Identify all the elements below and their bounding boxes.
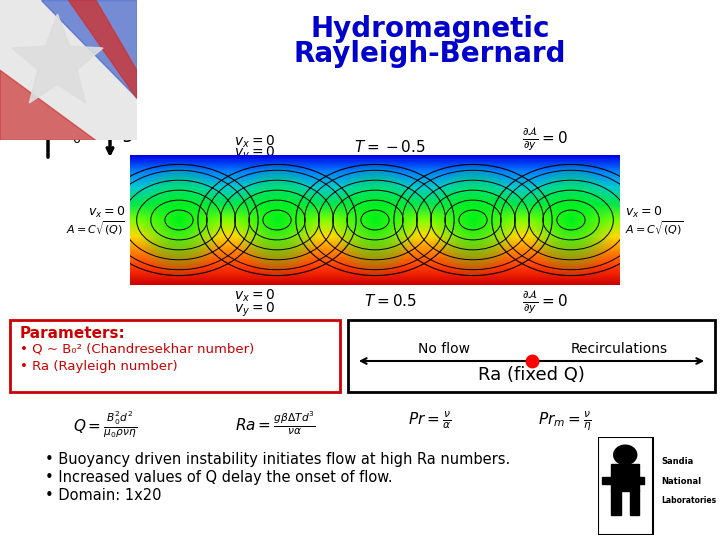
Bar [348, 320, 715, 392]
Text: $v_y = 0$: $v_y = 0$ [235, 145, 276, 163]
Text: $Q = \frac{B_0^2 d^2}{\mu_0 \rho \nu \eta}$: $Q = \frac{B_0^2 d^2}{\mu_0 \rho \nu \et… [73, 410, 137, 441]
Text: Recirculations: Recirculations [571, 342, 668, 356]
Polygon shape [12, 14, 103, 103]
Text: Sandia: Sandia [661, 457, 693, 466]
Circle shape [613, 445, 636, 464]
Text: $Pr = \frac{\nu}{\alpha}$: $Pr = \frac{\nu}{\alpha}$ [408, 410, 451, 431]
Bar [10, 320, 340, 392]
Bar [598, 437, 653, 535]
Text: $v_x = 0$: $v_x = 0$ [625, 205, 662, 220]
Text: $v_x = 0$: $v_x = 0$ [88, 205, 125, 220]
Text: $\frac{\partial \mathcal{A}}{\partial y} = 0$: $\frac{\partial \mathcal{A}}{\partial y}… [522, 290, 568, 316]
Text: $v_y = 0$: $v_y = 0$ [235, 301, 276, 319]
Text: $\frac{\partial \mathcal{A}}{\partial y} = 0$: $\frac{\partial \mathcal{A}}{\partial y}… [522, 126, 568, 153]
Bar [602, 477, 644, 484]
Text: $g$: $g$ [122, 125, 135, 145]
Bar [611, 490, 621, 515]
Text: $Ra = \frac{g\beta\Delta T d^3}{\nu\alpha}$: $Ra = \frac{g\beta\Delta T d^3}{\nu\alph… [235, 410, 315, 437]
Text: Hydromagnetic: Hydromagnetic [310, 15, 550, 43]
Text: $v_x = 0$: $v_x = 0$ [235, 133, 276, 150]
Polygon shape [68, 0, 137, 98]
Text: $T = 0.5$: $T = 0.5$ [364, 293, 416, 309]
Text: Rayleigh-Bernard: Rayleigh-Bernard [294, 40, 566, 68]
Text: $A = C\sqrt{(Q)}$: $A = C\sqrt{(Q)}$ [625, 219, 684, 237]
Text: $B_0$: $B_0$ [60, 125, 81, 145]
Text: National: National [661, 477, 701, 485]
Text: $v_x = 0$: $v_x = 0$ [235, 288, 276, 305]
Text: Parameters:: Parameters: [20, 326, 126, 341]
Text: $T = -0.5$: $T = -0.5$ [354, 139, 426, 155]
Text: Ra (fixed Q): Ra (fixed Q) [478, 366, 585, 384]
Text: • Ra (Rayleigh number): • Ra (Rayleigh number) [20, 360, 178, 373]
Text: • Domain: 1x20: • Domain: 1x20 [45, 488, 161, 503]
Text: • Increased values of Q delay the onset of flow.: • Increased values of Q delay the onset … [45, 470, 392, 485]
Polygon shape [41, 0, 137, 98]
Text: $Pr_m = \frac{\nu}{\eta}$: $Pr_m = \frac{\nu}{\eta}$ [538, 410, 592, 433]
Text: $A = C\sqrt{(Q)}$: $A = C\sqrt{(Q)}$ [66, 219, 125, 237]
Text: • Buoyancy driven instability initiates flow at high Ra numbers.: • Buoyancy driven instability initiates … [45, 452, 510, 467]
Bar [630, 490, 639, 515]
Text: • Q ~ B₀² (Chandresekhar number): • Q ~ B₀² (Chandresekhar number) [20, 342, 254, 355]
Text: Laboratories: Laboratories [661, 496, 716, 505]
Bar [611, 464, 639, 491]
Text: No flow: No flow [418, 342, 469, 356]
Polygon shape [0, 70, 96, 140]
